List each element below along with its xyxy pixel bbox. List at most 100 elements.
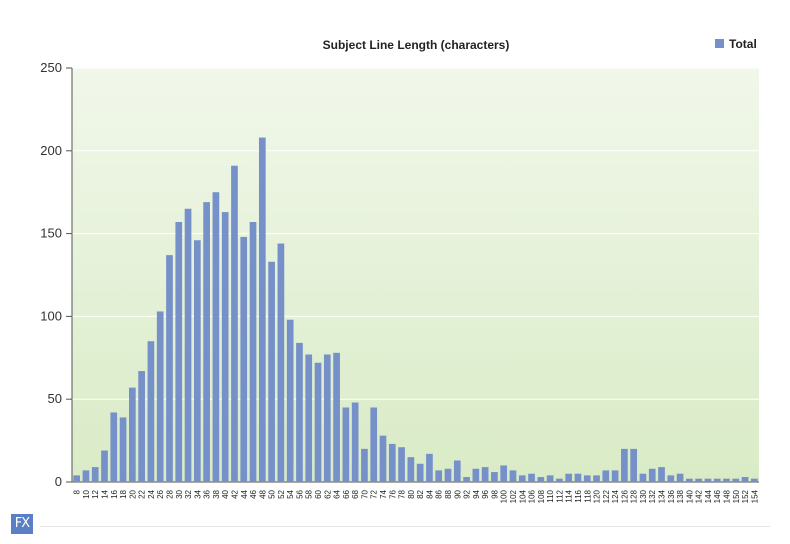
bar[interactable] <box>621 448 628 482</box>
bar[interactable] <box>101 450 108 482</box>
bar[interactable] <box>342 407 350 482</box>
bar[interactable] <box>528 473 535 482</box>
bar[interactable] <box>695 478 702 482</box>
x-tick-label: 148 <box>723 489 732 503</box>
bar[interactable] <box>732 478 740 482</box>
bar[interactable] <box>175 222 183 482</box>
bar[interactable] <box>119 417 127 482</box>
bar[interactable] <box>611 470 619 482</box>
bar[interactable] <box>565 473 573 482</box>
bar[interactable] <box>574 473 582 482</box>
bar[interactable] <box>268 261 275 482</box>
x-tick-label: 116 <box>574 489 583 502</box>
y-tick-label: 150 <box>40 226 62 241</box>
bar[interactable] <box>305 354 313 482</box>
bar[interactable] <box>388 443 396 482</box>
x-tick-label: 94 <box>472 489 481 498</box>
bar[interactable] <box>193 240 201 482</box>
bar[interactable] <box>556 478 563 482</box>
x-tick-label: 78 <box>398 489 407 498</box>
bar[interactable] <box>166 255 173 482</box>
bar[interactable] <box>491 472 498 482</box>
bar[interactable] <box>741 477 749 482</box>
bar[interactable] <box>500 465 508 482</box>
bar[interactable] <box>686 478 693 482</box>
bar[interactable] <box>593 475 600 482</box>
bar[interactable] <box>277 243 285 482</box>
bar[interactable] <box>351 402 359 482</box>
bar[interactable] <box>73 475 80 482</box>
bar[interactable] <box>472 468 480 482</box>
bar[interactable] <box>249 222 257 482</box>
x-tick-label: 106 <box>528 489 537 503</box>
legend-label-total[interactable]: Total <box>729 37 757 51</box>
bar[interactable] <box>212 192 220 482</box>
bar[interactable] <box>138 371 145 482</box>
x-tick-label: 44 <box>240 489 249 498</box>
bar[interactable] <box>481 467 489 482</box>
bar[interactable] <box>639 473 647 482</box>
bar[interactable] <box>444 468 452 482</box>
bar[interactable] <box>398 447 405 482</box>
x-tick-label: 14 <box>100 489 109 498</box>
bar[interactable] <box>648 468 656 482</box>
bar[interactable] <box>147 341 155 482</box>
bar[interactable] <box>723 478 730 482</box>
bar[interactable] <box>203 202 210 483</box>
x-tick-label: 128 <box>630 489 639 503</box>
bar[interactable] <box>630 448 638 482</box>
bar[interactable] <box>184 208 192 482</box>
bar[interactable] <box>407 457 415 482</box>
bar[interactable] <box>509 470 517 482</box>
bar[interactable] <box>704 478 712 482</box>
x-tick-label: 8 <box>73 489 82 494</box>
x-tick-label: 132 <box>648 489 657 503</box>
x-tick-label: 20 <box>128 489 137 498</box>
bar[interactable] <box>129 387 136 482</box>
bar[interactable] <box>426 453 433 482</box>
bar[interactable] <box>231 165 238 483</box>
bar[interactable] <box>518 475 526 482</box>
bar[interactable] <box>240 236 248 482</box>
x-tick-label: 96 <box>481 489 490 498</box>
bar[interactable] <box>361 448 368 482</box>
bar[interactable] <box>82 470 90 482</box>
chart-title: Subject Line Length (characters) <box>323 38 510 52</box>
x-tick-label: 100 <box>500 489 509 503</box>
bar[interactable] <box>676 473 684 482</box>
bar[interactable] <box>537 477 545 482</box>
bar[interactable] <box>463 477 470 482</box>
bar[interactable] <box>286 319 294 482</box>
legend-swatch[interactable] <box>715 39 724 48</box>
bar[interactable] <box>110 412 118 482</box>
bar[interactable] <box>546 475 554 482</box>
x-tick-label: 62 <box>323 489 332 498</box>
x-tick-label: 124 <box>611 489 620 503</box>
bar[interactable] <box>296 342 303 482</box>
x-tick-label: 126 <box>620 489 629 503</box>
bar[interactable] <box>658 467 665 482</box>
bar[interactable] <box>323 354 331 482</box>
bar[interactable] <box>379 435 387 482</box>
bar[interactable] <box>370 407 378 482</box>
x-tick-label: 102 <box>509 489 518 503</box>
x-tick-label: 118 <box>583 489 592 502</box>
bar[interactable] <box>91 467 99 482</box>
bar[interactable] <box>416 463 424 482</box>
x-tick-label: 50 <box>268 489 277 498</box>
bar[interactable] <box>713 478 721 482</box>
bar[interactable] <box>751 478 758 482</box>
bar[interactable] <box>156 311 164 482</box>
bar[interactable] <box>314 362 322 482</box>
fx-logo: FX <box>11 514 33 534</box>
bar[interactable] <box>602 470 610 482</box>
bar[interactable] <box>667 475 675 482</box>
bar[interactable] <box>258 137 266 482</box>
x-axis-ticks: 8 10 12 14 16 18 20 22 24 26 28 30 32 34 36 38 40 42 44 46 4… <box>73 489 760 503</box>
bar[interactable] <box>435 470 443 482</box>
bar[interactable] <box>333 352 340 482</box>
bar[interactable] <box>583 475 591 482</box>
bar[interactable] <box>221 212 229 482</box>
x-tick-label: 16 <box>110 489 119 498</box>
bar[interactable] <box>453 460 461 482</box>
